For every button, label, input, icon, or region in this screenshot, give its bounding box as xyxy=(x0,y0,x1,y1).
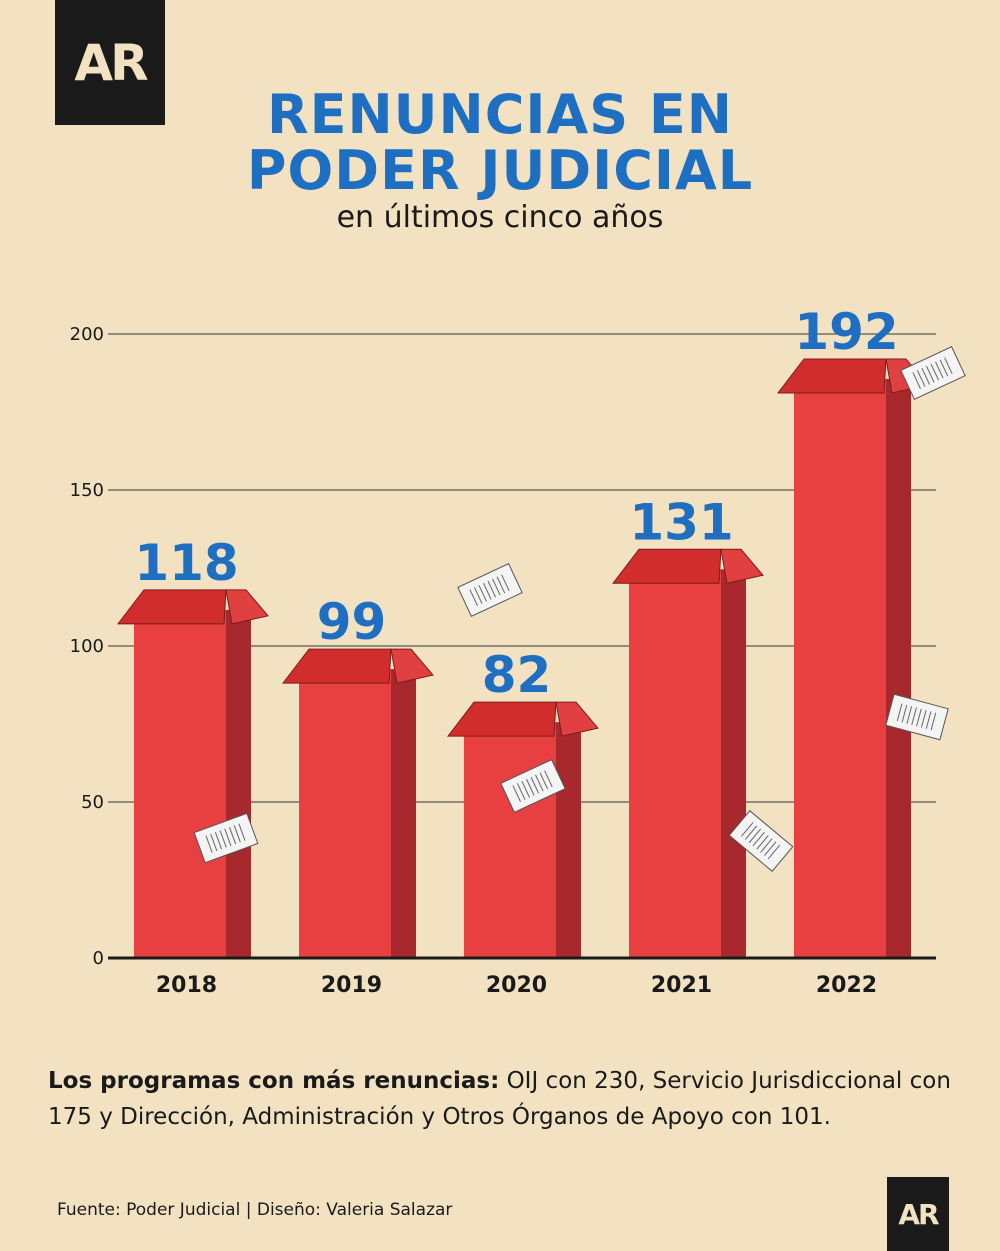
x-tick-label: 2018 xyxy=(156,973,217,998)
bar-side xyxy=(391,669,416,958)
bar-front xyxy=(299,669,391,958)
x-tick-label: 2019 xyxy=(321,973,382,998)
bar-lid-side xyxy=(390,648,434,684)
bar-front xyxy=(629,569,721,958)
y-tick-label: 0 xyxy=(93,948,104,969)
bar-front xyxy=(464,722,556,958)
chart-subtitle: en últimos cinco años xyxy=(336,200,664,235)
bar-front xyxy=(794,378,886,959)
bar xyxy=(116,589,269,958)
brand-logo: AR xyxy=(55,0,165,125)
bar xyxy=(446,701,599,958)
bar-side xyxy=(556,722,581,958)
y-tick-label: 200 xyxy=(70,324,104,345)
programs-note-text: OIJ con 230, Servicio Jurisdiccional con… xyxy=(48,1068,951,1130)
bar xyxy=(776,358,929,959)
data-label: 131 xyxy=(629,493,733,551)
data-label: 118 xyxy=(134,534,238,592)
bar-side xyxy=(886,378,911,959)
bar-lid-front xyxy=(446,701,557,737)
brand-logo-small: AR xyxy=(887,1177,949,1251)
bar-lid-side xyxy=(225,589,269,625)
y-tick-label: 150 xyxy=(70,480,104,501)
y-tick-label: 50 xyxy=(81,792,104,813)
x-tick-label: 2022 xyxy=(816,973,877,998)
paper-icon xyxy=(900,346,966,400)
bar-chart: 0 50 100 150 200 118 2018 99 2019 82 2020 131 2021 19… xyxy=(70,303,966,998)
source-credit: Fuente: Poder Judicial | Diseño: Valeria… xyxy=(57,1200,453,1220)
bar-lid-front xyxy=(611,548,722,584)
paper-icon xyxy=(728,810,794,872)
chart-title-line-2: PODER JUDICIAL xyxy=(246,139,754,202)
bar-lid-front xyxy=(776,358,887,394)
paper-icon xyxy=(457,563,523,617)
bar-side xyxy=(226,609,251,958)
bar-lid-side xyxy=(555,701,599,737)
data-label: 192 xyxy=(794,303,898,361)
bar-front xyxy=(134,609,226,958)
data-label: 82 xyxy=(482,646,552,704)
paper-icon xyxy=(885,693,949,741)
y-tick-label: 100 xyxy=(70,636,104,657)
bar xyxy=(611,548,764,958)
data-label: 99 xyxy=(317,593,387,651)
bar-lid-front xyxy=(116,589,227,625)
bar-lid-front xyxy=(281,648,392,684)
chart-title-line-1: RENUNCIAS EN xyxy=(267,83,733,146)
bar-side xyxy=(721,569,746,958)
x-tick-label: 2020 xyxy=(486,973,547,998)
paper-icon xyxy=(193,812,259,864)
bar xyxy=(281,648,434,958)
programs-note-label: Los programas con más renuncias: xyxy=(48,1068,500,1094)
programs-note: Los programas con más renuncias: OIJ con… xyxy=(48,1063,968,1135)
paper-icon xyxy=(500,759,566,813)
x-tick-label: 2021 xyxy=(651,973,712,998)
bar-lid-side xyxy=(720,548,764,584)
